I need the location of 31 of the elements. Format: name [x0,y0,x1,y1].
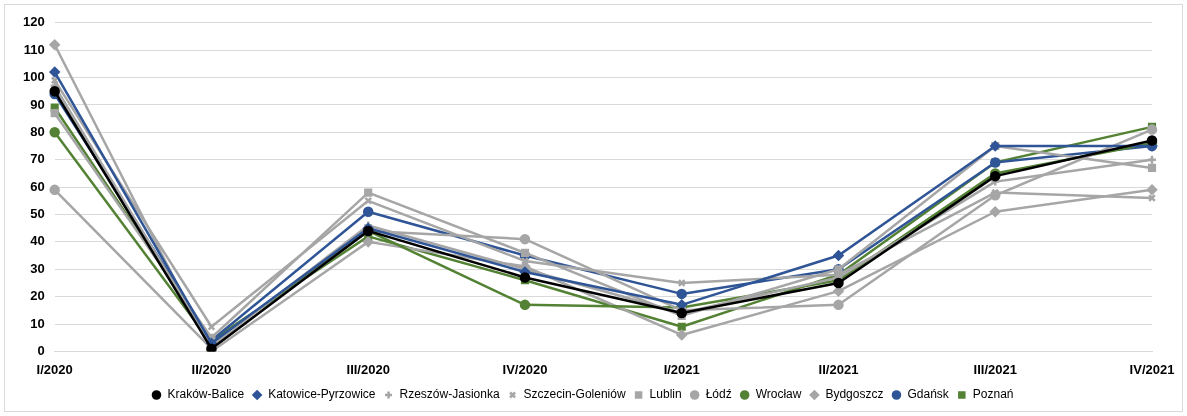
y-tick-label: 120 [22,14,45,30]
y-tick-label: 20 [30,288,45,304]
y-tick-label: 90 [30,96,45,112]
x-tick-label: I/2021 [663,361,700,377]
x-tick-label: III/2021 [973,361,1017,377]
y-tick-label: 100 [22,69,45,85]
legend-label: Łódź [705,387,732,402]
x-tick-label: I/2020 [36,361,73,377]
legend-label: Rzeszów-Jasionka [399,387,500,402]
y-tick-label: 50 [30,206,45,222]
y-tick-label: 0 [37,342,45,358]
x-tick-label: II/2021 [818,361,859,377]
legend-label: Wrocław [755,387,802,402]
legend-label: Gdańsk [907,387,950,402]
y-tick-label: 10 [30,315,45,331]
y-tick-label: 40 [30,233,45,249]
legend-label: Kraków-Balice [167,387,245,402]
legend-label: Poznań [972,387,1014,402]
y-tick-label: 110 [23,41,45,57]
y-tick-label: 70 [30,151,45,167]
x-tick-label: IV/2020 [502,361,548,377]
legend-label: Katowice-Pyrzowice [268,387,376,402]
y-tick-label: 60 [30,178,45,194]
legend-label: Bydgoszcz [825,387,884,402]
x-tick-label: IV/2021 [1129,361,1175,377]
y-tick-label: 30 [30,260,45,276]
legend-label: Szczecin-Goleniów [523,387,626,402]
y-tick-label: 80 [30,123,45,139]
legend-label: Lublin [649,387,682,402]
x-tick-label: II/2020 [191,361,232,377]
x-tick-label: III/2020 [346,361,390,377]
